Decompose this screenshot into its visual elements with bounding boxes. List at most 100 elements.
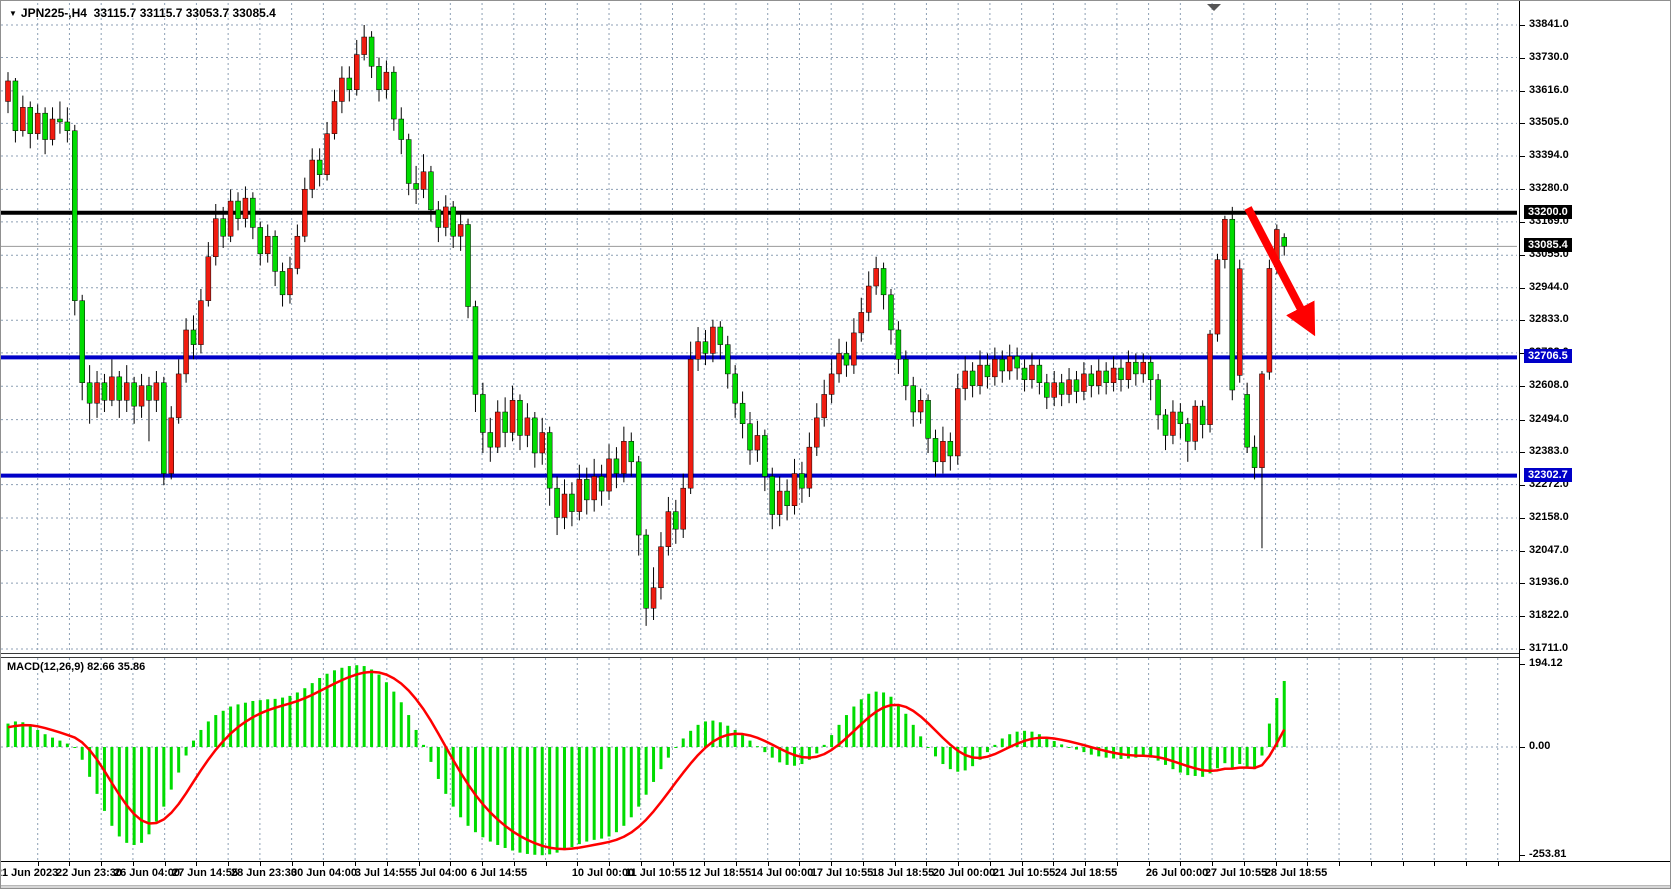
time-axis-label: 20 Jul 00:00 [932,867,996,879]
time-tick [1339,862,1340,866]
time-tick [387,862,388,866]
time-tick [1212,862,1213,866]
price-tick-label-tick [1520,25,1525,26]
bar-shift-marker-icon[interactable] [1207,4,1221,11]
time-tick [69,862,70,866]
time-tick [1244,862,1245,866]
time-axis-label: 30 Jun 04:00 [290,867,358,879]
time-tick [1180,862,1181,866]
time-tick [1466,862,1467,866]
time-axis-label: 24 Jul 18:55 [1054,867,1118,879]
time-tick [1117,862,1118,866]
time-axis-label: 21 Jul 10:55 [992,867,1056,879]
price-tick-label-tick [1520,353,1525,354]
time-tick [1498,862,1499,866]
time-tick [673,862,674,866]
time-tick [1371,862,1372,866]
price-tick-label: 32158.0 [1529,511,1569,523]
time-tick [736,862,737,866]
time-tick [958,862,959,866]
time-tick [419,862,420,866]
price-tick-label-tick [1520,518,1525,519]
time-tick [292,862,293,866]
price-tick-label: 33616.0 [1529,84,1569,96]
time-tick [1276,862,1277,866]
time-axis-label: 28 Jun 23:30 [230,867,298,879]
time-axis-label: 27 Jun 14:55 [171,867,239,879]
time-tick [165,862,166,866]
current-price-badge: 33085.4 [1524,238,1572,252]
macd-name: MACD(12,26,9) [7,661,85,673]
time-axis-label: 21 Jun 2023 [0,867,59,879]
window-bottom-edge [1,885,1670,888]
price-tick-label: 33505.0 [1529,116,1569,128]
price-tick-label: 31822.0 [1529,609,1569,621]
time-tick [641,862,642,866]
hline-price-badge: 32706.5 [1524,349,1572,363]
price-axis-border [1519,1,1520,861]
time-axis-label: 12 Jul 18:55 [688,867,752,879]
price-tick-label-tick [1520,58,1525,59]
price-tick-label-tick [1520,551,1525,552]
time-axis[interactable]: 21 Jun 2023 22 Jun 23:30 26 Jun 04:00 27 Ju… [0,861,1670,886]
time-tick [323,862,324,866]
price-tick-label: 32494.0 [1529,413,1569,425]
time-axis-label: 3 Jul 14:55 [354,867,412,879]
price-tick-label-tick [1520,420,1525,421]
time-axis-label: 14 Jul 00:00 [750,867,814,879]
time-tick [1403,862,1404,866]
hline-price-badge: 33200.0 [1524,205,1572,219]
time-tick [863,862,864,866]
price-tick-label-tick [1520,616,1525,617]
macd-indicator-label: MACD(12,26,9) 82.66 35.86 [7,661,145,673]
price-tick-label: 32944.0 [1529,281,1569,293]
time-axis-label: 22 Jun 23:30 [55,867,123,879]
price-axis[interactable]: 33841.0 33730.0 33616.0 33505.0 33394.0 33280… [1520,1,1670,861]
price-tick-label-tick [1520,649,1525,650]
time-axis-label: 26 Jun 04:00 [113,867,181,879]
price-tick-label-tick [1520,222,1525,223]
time-axis-label: 17 Jul 10:55 [810,867,874,879]
symbol-dropdown-icon[interactable]: ▼ [9,9,17,18]
chart-title: ▼ JPN225-,H4 33115.7 33115.7 33053.7 3308… [9,6,276,20]
time-axis-label: 6 Jul 14:55 [470,867,528,879]
price-tick-label-tick [1520,485,1525,486]
price-tick-label-tick [1520,452,1525,453]
time-tick [482,862,483,866]
time-tick [450,862,451,866]
time-axis-label: 28 Jul 18:55 [1264,867,1328,879]
time-tick [196,862,197,866]
time-tick [768,862,769,866]
ohlc-readout: 33115.7 33115.7 33053.7 33085.4 [93,6,276,20]
price-tick-label-tick [1520,123,1525,124]
time-tick [546,862,547,866]
macd-tick-label-tick [1520,855,1525,856]
price-chart-plot[interactable] [1,3,1519,653]
time-tick [260,862,261,866]
time-tick [1085,862,1086,866]
panel-separator[interactable] [1,653,1670,658]
price-tick-label: 32047.0 [1529,544,1569,556]
time-tick [355,862,356,866]
down-arrow-annotation[interactable] [1244,206,1316,337]
macd-tick-label-tick [1520,664,1525,665]
time-tick [609,862,610,866]
price-tick-label: 33394.0 [1529,149,1569,161]
price-tick-label-tick [1520,255,1525,256]
time-tick [926,862,927,866]
price-tick-label-tick [1520,156,1525,157]
price-tick-label: 31711.0 [1529,642,1569,654]
price-tick-label: 33730.0 [1529,51,1569,63]
macd-tick-label: 194.12 [1529,657,1563,669]
price-tick-label: 32608.0 [1529,379,1569,391]
time-axis-label: 27 Jul 10:55 [1204,867,1268,879]
time-tick [704,862,705,866]
price-tick-label: 32383.0 [1529,445,1569,457]
macd-indicator-plot[interactable] [1,658,1519,861]
time-tick [101,862,102,866]
macd-canvas [1,658,1517,861]
symbol-timeframe-label: JPN225-,H4 [20,6,87,20]
price-tick-label-tick [1520,583,1525,584]
time-axis-label: 11 Jul 10:55 [625,867,687,879]
